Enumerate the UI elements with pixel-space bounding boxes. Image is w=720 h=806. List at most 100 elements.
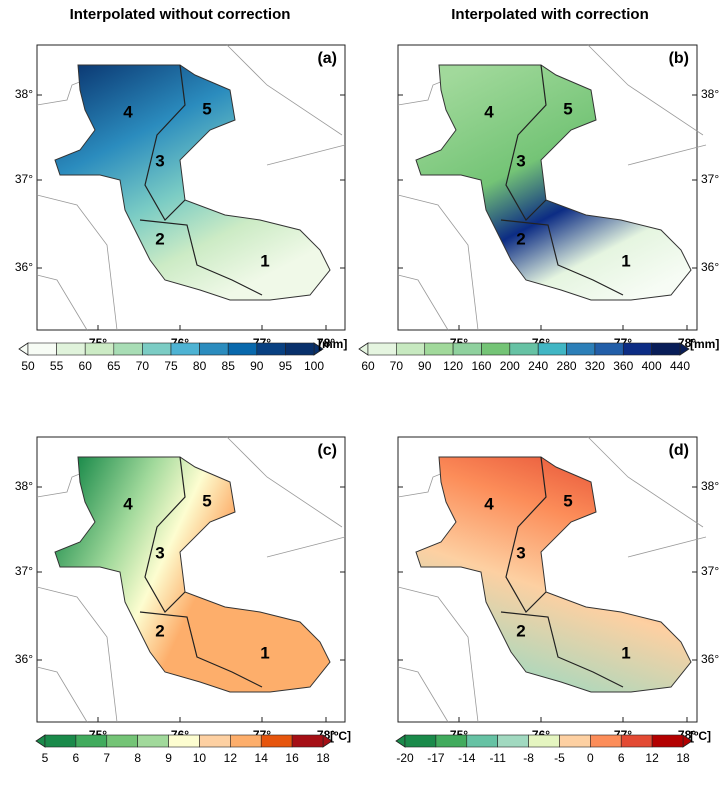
colorbar-swatch	[199, 734, 231, 748]
country-border	[36, 666, 88, 723]
colorbar-label: 75	[164, 359, 178, 373]
region-label: 5	[563, 491, 572, 510]
colorbar-label: 80	[193, 359, 207, 373]
colorbar-label: 14	[255, 751, 269, 765]
column-title: Interpolated without correction	[70, 6, 291, 23]
colorbar-swatch	[594, 342, 624, 356]
colorbar-label: 7	[103, 751, 110, 765]
colorbar-swatch	[56, 342, 86, 356]
sub-basin-line	[500, 219, 624, 296]
column-title: Interpolated with correction	[451, 6, 649, 23]
region-label: 4	[123, 494, 133, 513]
y-tick-label: 36°	[15, 260, 33, 274]
colorbar-swatch	[367, 342, 397, 356]
region-label: 5	[202, 99, 211, 118]
colorbar-swatch	[137, 734, 169, 748]
region-label: 3	[155, 151, 164, 170]
colorbar-label: 18	[676, 751, 690, 765]
colorbar-unit: [ºC]	[690, 729, 711, 743]
sub-basin-line	[139, 219, 263, 296]
colorbar-arrow	[18, 342, 29, 356]
y-tick-label: 36°	[701, 260, 719, 274]
y-tick-label: 38°	[701, 87, 719, 101]
region-label: 4	[484, 102, 494, 121]
colorbar-swatch	[620, 734, 653, 748]
y-tick-label: 38°	[15, 87, 33, 101]
colorbar-label: 70	[136, 359, 150, 373]
colorbar-swatch	[260, 734, 293, 748]
colorbar-label: 55	[50, 359, 64, 373]
colorbar-arrow	[395, 734, 406, 748]
colorbar-label: 95	[279, 359, 293, 373]
colorbar-arrow	[35, 734, 46, 748]
colorbar-label: -5	[554, 751, 565, 765]
y-tick-label: 37°	[15, 172, 33, 186]
colorbar-label: 90	[250, 359, 264, 373]
colorbar-swatch	[651, 342, 681, 356]
y-tick-label: 37°	[15, 564, 33, 578]
region-label: 4	[123, 102, 133, 121]
sub-basin-line	[505, 456, 547, 613]
colorbar-label: 16	[285, 751, 299, 765]
colorbar-swatch	[537, 342, 567, 356]
colorbar-label: 65	[107, 359, 121, 373]
y-tick-label: 36°	[15, 652, 33, 666]
colorbar-label: 200	[500, 359, 520, 373]
region-label: 1	[260, 643, 269, 662]
colorbar-label: -17	[427, 751, 445, 765]
y-tick-label: 37°	[701, 564, 719, 578]
colorbar-swatch	[528, 734, 560, 748]
colorbar-swatch	[396, 342, 426, 356]
region-label: 5	[202, 491, 211, 510]
country-border	[36, 194, 118, 331]
sub-basin-line	[139, 611, 263, 688]
region-label: 3	[155, 543, 164, 562]
colorbar-label: -11	[489, 751, 506, 765]
colorbar-label: 360	[613, 359, 633, 373]
colorbar-arrow	[358, 342, 369, 356]
country-border	[627, 144, 707, 166]
country-border	[266, 536, 346, 558]
colorbar-label: 12	[224, 751, 238, 765]
sub-basin-line	[505, 64, 547, 221]
sub-basin-line	[144, 64, 186, 221]
region-label: 1	[621, 251, 630, 270]
colorbar-swatch	[168, 734, 200, 748]
country-border	[397, 666, 449, 723]
colorbar-swatch	[509, 342, 539, 356]
colorbar-swatch	[481, 342, 511, 356]
colorbar-swatch	[435, 734, 468, 748]
colorbar-label: 60	[361, 359, 375, 373]
colorbar-swatch	[256, 342, 286, 356]
country-border	[397, 194, 479, 331]
map-panel: (a)1234575°76°77°78°38°37°36°	[15, 44, 346, 350]
region-label: 2	[516, 621, 525, 640]
colorbar-unit: [mm]	[318, 337, 347, 351]
colorbar-label: 0	[587, 751, 594, 765]
country-border	[266, 144, 346, 166]
colorbar-swatch	[199, 342, 229, 356]
x-tick-label: 78°	[317, 336, 335, 350]
colorbar: -20 -17 -14 -11 -8 -5 0 6 12 18[ºC]	[395, 729, 711, 765]
colorbar-swatch	[227, 342, 258, 356]
colorbar-label: 12	[645, 751, 659, 765]
colorbar-label: 85	[222, 359, 236, 373]
colorbar: 50 55 60 65 70 75 80 85 90 95 100 [mm]	[18, 337, 347, 373]
y-tick-label: 38°	[701, 479, 719, 493]
basin	[54, 456, 331, 693]
colorbar-swatch	[651, 734, 684, 748]
region-label: 2	[155, 621, 164, 640]
colorbar-swatch	[230, 734, 262, 748]
colorbar-label: 400	[642, 359, 662, 373]
panel-label: (d)	[669, 442, 689, 459]
country-border	[587, 436, 704, 528]
country-border	[226, 436, 343, 528]
y-tick-label: 38°	[15, 479, 33, 493]
colorbar-label: 320	[585, 359, 605, 373]
sub-basin-line	[144, 456, 186, 613]
map-panel: (d)1234575°76°77°78°38°37°36°	[397, 436, 719, 742]
country-border	[226, 44, 343, 136]
colorbar-swatch	[44, 734, 77, 748]
country-border	[36, 586, 118, 723]
